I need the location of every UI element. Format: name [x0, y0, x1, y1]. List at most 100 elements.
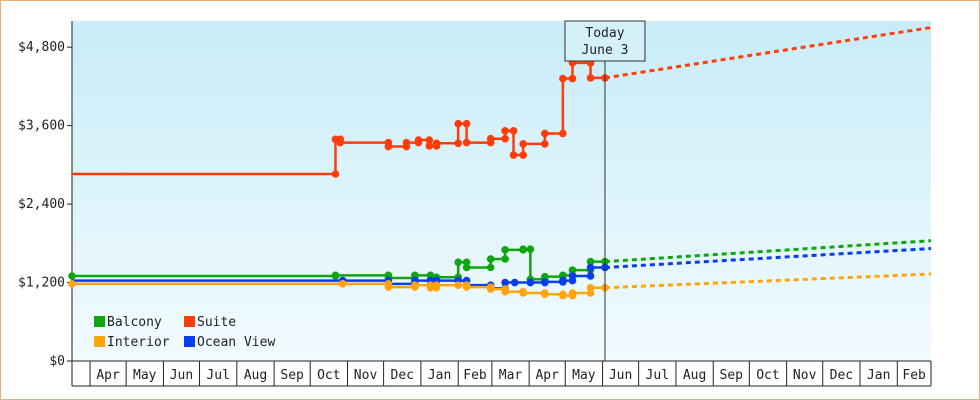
data-point[interactable] [501, 127, 509, 135]
data-point[interactable] [454, 119, 462, 128]
y-tick-label: $0 [49, 354, 65, 369]
legend: Balcony Suite Interior Ocean View [94, 315, 275, 350]
today-label-box [564, 20, 646, 62]
data-point[interactable] [454, 139, 462, 148]
x-axis: Apr May Jun Jul Aug Sep Oct Nov Dec Jan Feb Mar Apr M… [71, 360, 932, 387]
data-point[interactable] [559, 74, 567, 83]
legend-swatch [94, 336, 105, 347]
data-point[interactable] [462, 138, 471, 147]
data-point[interactable] [486, 134, 495, 143]
data-point[interactable] [526, 278, 535, 287]
data-point[interactable] [509, 127, 518, 135]
y-tick-label: $4,800 [18, 40, 65, 55]
data-point[interactable] [384, 283, 393, 291]
x-tick-label: Nov [793, 368, 817, 383]
data-point[interactable] [541, 272, 549, 281]
data-point[interactable] [568, 272, 577, 280]
data-point[interactable] [462, 119, 471, 128]
data-point[interactable] [519, 289, 527, 297]
data-point[interactable] [519, 245, 527, 253]
data-point[interactable] [559, 276, 567, 285]
data-point[interactable] [68, 272, 76, 280]
data-point[interactable] [486, 285, 495, 293]
data-point[interactable] [336, 138, 345, 147]
x-tick-label: Feb [463, 368, 487, 383]
data-point[interactable] [425, 142, 434, 150]
today-label: Today [585, 26, 624, 41]
data-point[interactable] [501, 255, 509, 263]
data-point[interactable] [559, 291, 567, 300]
data-point[interactable] [568, 266, 577, 274]
data-point[interactable] [462, 263, 471, 272]
data-point[interactable] [486, 255, 495, 263]
y-tick-label: $2,400 [18, 197, 65, 212]
data-point[interactable] [509, 151, 518, 159]
data-point[interactable] [501, 246, 509, 254]
projection-line [604, 247, 932, 269]
data-point[interactable] [541, 278, 549, 286]
x-tick-label: Oct [317, 368, 340, 383]
data-point[interactable] [454, 258, 462, 267]
data-point[interactable] [501, 278, 509, 287]
data-point[interactable] [586, 263, 595, 272]
data-point[interactable] [486, 263, 495, 272]
data-point[interactable] [510, 278, 519, 287]
data-point[interactable] [568, 74, 577, 83]
data-point[interactable] [425, 136, 434, 144]
legend-label: Balcony [107, 315, 162, 330]
data-point[interactable] [338, 280, 347, 288]
data-point[interactable] [559, 129, 567, 138]
legend-label: Ocean View [197, 335, 275, 350]
data-point[interactable] [331, 271, 340, 280]
data-point[interactable] [432, 139, 441, 148]
data-point[interactable] [454, 281, 462, 289]
x-tick-label: Nov [354, 368, 378, 383]
data-point[interactable] [586, 289, 595, 297]
data-point[interactable] [426, 283, 435, 292]
projection-lines [604, 26, 932, 290]
x-tick-label: Dec [391, 368, 414, 383]
data-point[interactable] [559, 271, 567, 280]
projection-line [604, 239, 932, 264]
data-point[interactable] [586, 74, 595, 82]
data-point[interactable] [519, 151, 527, 159]
data-point[interactable] [331, 170, 340, 178]
data-point[interactable] [586, 257, 595, 266]
data-point[interactable] [541, 290, 549, 299]
data-point[interactable] [568, 289, 577, 297]
x-tick-label: May [572, 368, 596, 383]
data-point[interactable] [411, 271, 419, 280]
data-point[interactable] [501, 134, 509, 143]
data-point[interactable] [411, 281, 419, 289]
data-point[interactable] [501, 287, 509, 296]
data-point[interactable] [541, 129, 549, 138]
data-point[interactable] [462, 283, 471, 291]
x-tick-label: Sep [720, 368, 744, 383]
x-tick-label: Jan [428, 368, 451, 383]
x-tick-label: Apr [96, 368, 120, 383]
data-point[interactable] [68, 280, 76, 288]
x-tick-label: Mar [499, 368, 523, 383]
x-tick-label: Feb [902, 368, 926, 383]
data-point[interactable] [526, 245, 535, 253]
data-point[interactable] [519, 140, 527, 148]
legend-swatch [94, 316, 105, 327]
data-point[interactable] [432, 281, 441, 289]
x-tick-label: Apr [535, 368, 559, 383]
legend-label: Suite [197, 315, 236, 330]
data-point[interactable] [541, 140, 549, 148]
data-point[interactable] [402, 138, 411, 147]
today-date-label: June 3 [581, 43, 628, 58]
data-point[interactable] [586, 283, 595, 292]
legend-swatch [184, 336, 195, 347]
data-point[interactable] [462, 258, 471, 267]
x-tick-label: May [133, 368, 157, 383]
data-point[interactable] [384, 142, 393, 151]
x-tick-label: Jan [867, 368, 890, 383]
data-point[interactable] [414, 136, 423, 144]
data-point[interactable] [586, 272, 595, 280]
x-tick-label: Jul [206, 368, 229, 383]
x-tick-label: Jul [646, 368, 669, 383]
